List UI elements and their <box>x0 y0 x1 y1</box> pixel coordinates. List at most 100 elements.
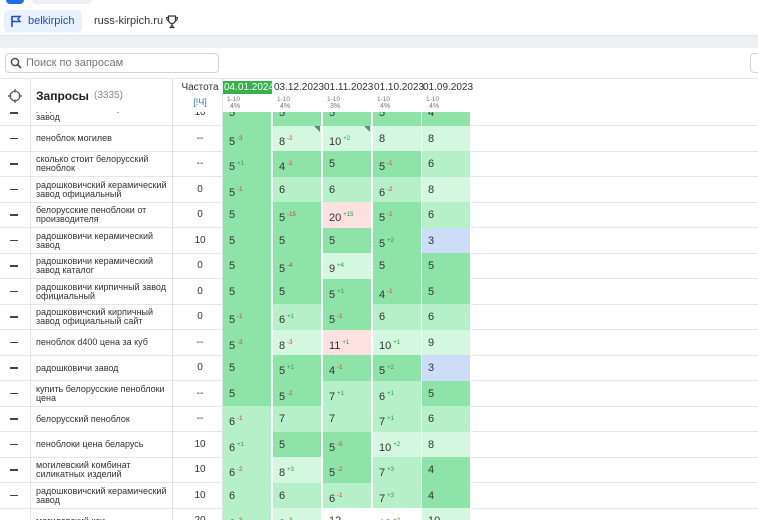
position-cell[interactable]: 6 <box>273 482 322 509</box>
table-row[interactable]: белорусские пеноблоки от производителя 0 5… <box>0 202 758 228</box>
collapse-icon[interactable] <box>10 367 18 369</box>
position-cell[interactable]: 4 -1 <box>323 355 372 381</box>
position-cell[interactable]: 5 -1 <box>373 151 422 177</box>
date-column-header[interactable]: 01.10.2023 1-10 4% <box>373 81 424 111</box>
position-cell[interactable]: 5 <box>223 355 272 381</box>
position-cell[interactable]: 5 -1 <box>223 304 272 330</box>
position-cell[interactable]: 20 +15 <box>323 202 372 228</box>
position-cell[interactable]: 6 -2 <box>373 176 422 203</box>
position-cell[interactable]: 6 <box>273 176 322 203</box>
position-cell[interactable]: 6 -1 <box>323 482 372 509</box>
collapse-icon[interactable] <box>10 265 18 267</box>
frequency-type-toggle[interactable]: [!Ч] <box>193 97 207 107</box>
query-text[interactable]: радошковичский керамический завод <box>36 485 167 505</box>
position-cell[interactable]: 5 <box>273 227 322 254</box>
position-cell[interactable]: 5 <box>323 112 372 126</box>
position-cell[interactable]: 5 +2 <box>373 227 422 254</box>
position-cell[interactable]: 5 -1 <box>223 176 272 203</box>
collapse-icon[interactable] <box>10 418 18 420</box>
position-cell[interactable]: 3 <box>422 227 471 254</box>
position-cell[interactable]: 4 <box>422 112 471 126</box>
collapse-icon[interactable] <box>10 239 18 241</box>
collapse-icon[interactable] <box>10 112 18 114</box>
query-text[interactable]: радошковичи керамический завод каталог <box>36 256 154 275</box>
position-cell[interactable]: 8 <box>373 125 422 152</box>
queries-title[interactable]: Запросы <box>36 89 89 103</box>
collapse-icon[interactable] <box>10 443 18 445</box>
position-cell[interactable]: 5 -1 <box>373 202 422 228</box>
table-row[interactable]: могилевский комбинат силикатных изделий 1… <box>0 457 758 483</box>
position-cell[interactable]: 12+2 <box>373 508 422 520</box>
query-text[interactable]: радошковичи завод <box>36 362 119 373</box>
position-cell[interactable]: 6-3 <box>223 508 272 520</box>
position-cell[interactable]: 8 <box>422 125 471 152</box>
position-cell[interactable]: 7 +3 <box>373 482 422 509</box>
collapse-icon[interactable] <box>10 341 18 343</box>
position-cell[interactable]: 5 <box>273 431 322 458</box>
collapse-icon[interactable] <box>10 188 18 190</box>
position-cell[interactable]: 12 <box>323 508 372 520</box>
table-row[interactable]: радошковичский керамический завод 10 6 6 6 -1… <box>0 482 758 509</box>
position-cell[interactable]: 5 <box>422 278 471 305</box>
app-tab-active[interactable] <box>6 0 24 4</box>
date-column-header[interactable]: 01.09.2023 1-10 4% <box>422 81 473 111</box>
position-cell[interactable]: 5 <box>223 112 272 126</box>
query-text[interactable]: купить белорусские пеноблоки цена <box>36 383 165 403</box>
search-input[interactable] <box>26 57 212 69</box>
query-text[interactable]: могилевский комбинат силикатных изделий <box>36 460 131 479</box>
position-cell[interactable]: 5 -3 <box>223 329 272 356</box>
position-cell[interactable]: 4 <box>422 482 471 509</box>
position-cell[interactable]: 6 +1 <box>273 304 322 330</box>
query-text[interactable]: радошковичский кирпичный завод официальн… <box>36 307 154 326</box>
note-marker-icon[interactable] <box>364 125 370 132</box>
position-cell[interactable]: 10 <box>422 508 471 520</box>
position-cell[interactable]: 6 <box>223 482 272 509</box>
query-text[interactable]: могилевский кси <box>36 508 172 520</box>
position-cell[interactable]: 5 -3 <box>223 125 272 152</box>
query-text[interactable]: белорусские пеноблоки от производителя <box>36 205 147 224</box>
target-icon[interactable] <box>7 88 23 104</box>
date-column-header[interactable]: 04.01.2024 1-10 4% <box>223 81 274 111</box>
position-cell[interactable]: 7 <box>273 406 322 432</box>
collapse-icon[interactable] <box>10 137 18 139</box>
position-cell[interactable]: 5 <box>273 112 322 126</box>
position-cell[interactable]: 7 +3 <box>373 457 422 483</box>
date-column-header[interactable]: 03.12.2023 1-10 4% <box>273 81 324 111</box>
query-text[interactable]: радошковичи кирпичный завод официальный <box>36 281 166 301</box>
position-cell[interactable]: 8 -3 <box>273 329 322 356</box>
position-cell[interactable]: 10 +2 <box>373 431 422 458</box>
position-cell[interactable]: 8 +3 <box>273 457 322 483</box>
position-cell[interactable]: 5 -4 <box>273 253 322 279</box>
position-cell[interactable]: 5 <box>223 278 272 305</box>
position-cell[interactable]: 5 -15 <box>273 202 322 228</box>
position-cell[interactable]: 5 <box>273 278 322 305</box>
date-column-header[interactable]: 01.11.2023 1-10 3% <box>323 81 373 111</box>
table-row[interactable]: могилевский кси206-39-31212+210 <box>0 508 758 520</box>
position-cell[interactable]: 7 <box>323 406 372 432</box>
table-row[interactable]: купить белорусские пеноблоки цена -- 5 5 -2 7… <box>0 380 758 407</box>
position-cell[interactable]: 8 <box>422 431 471 458</box>
position-cell[interactable]: 5 -5 <box>323 431 372 458</box>
position-cell[interactable]: 10 +2 <box>323 125 372 152</box>
collapse-icon[interactable] <box>10 163 18 165</box>
settings-button[interactable] <box>750 53 758 73</box>
table-row[interactable]: сколько стоит белорусский пеноблок -- 5 +1 4… <box>0 151 758 177</box>
collapse-icon[interactable] <box>10 392 18 394</box>
query-text[interactable]: пеноблоки цена беларусь <box>36 439 144 449</box>
position-cell[interactable]: 5 +1 <box>223 151 272 177</box>
table-row[interactable]: пеноблок d400 цена за куб -- 5 -3 8 -3 11 +1 10 +… <box>0 329 758 356</box>
position-cell[interactable]: 9 <box>422 329 471 356</box>
position-cell[interactable]: 6 <box>422 406 471 432</box>
collapse-icon[interactable] <box>10 214 18 216</box>
position-cell[interactable]: 9 +4 <box>323 253 372 279</box>
position-cell[interactable]: 5 <box>422 253 471 279</box>
table-row[interactable]: белорусский пеноблок -- 6 -1 7 7 7 +1 6 <box>0 406 758 432</box>
position-cell[interactable]: 4 <box>422 457 471 483</box>
table-row[interactable]: радошковичи кирпичный завод официальный 0… <box>0 278 758 305</box>
position-cell[interactable]: 5 <box>223 253 272 279</box>
position-cell[interactable]: 5 <box>323 227 372 254</box>
position-cell[interactable]: 6 <box>373 304 422 330</box>
position-cell[interactable]: 5 <box>422 380 471 407</box>
table-row[interactable]: пеноблоки цена беларусь 10 6 +1 5 5 -5 10 +2 8 <box>0 431 758 458</box>
position-cell[interactable]: 5 <box>223 202 272 228</box>
